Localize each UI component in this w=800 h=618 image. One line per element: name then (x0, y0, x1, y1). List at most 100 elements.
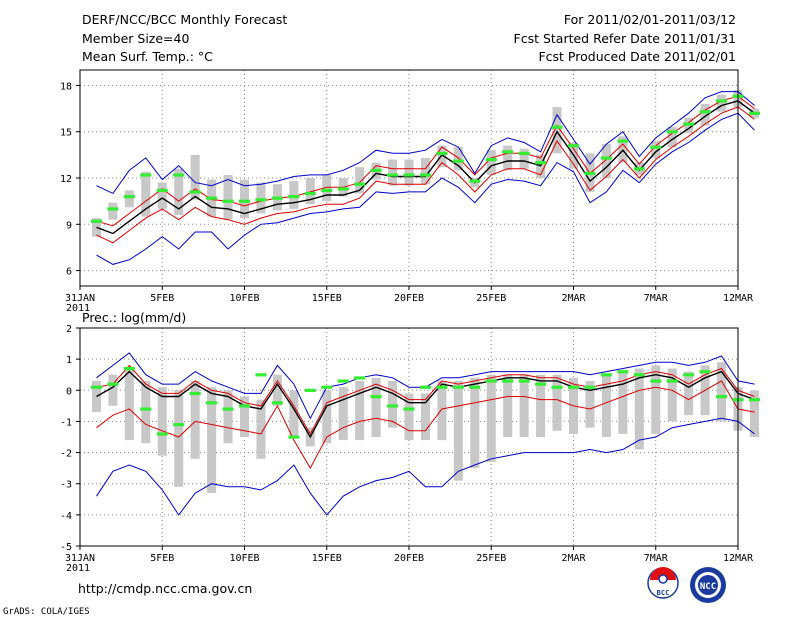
median-marker (567, 144, 580, 148)
x-tick-label: 20FEB (394, 553, 424, 564)
spread-box (667, 368, 677, 422)
spread-box (388, 159, 398, 186)
spread-box (124, 368, 134, 441)
spread-box (157, 387, 167, 456)
median-marker (502, 379, 514, 383)
spread-box (239, 179, 250, 219)
spread-box (437, 145, 447, 168)
median-marker (288, 435, 300, 439)
median-marker (699, 110, 711, 114)
spread-box (338, 387, 348, 441)
series-max-line (96, 91, 755, 195)
series-min-line (96, 417, 755, 516)
median-marker (321, 385, 333, 389)
spread-box (651, 140, 661, 158)
median-marker (551, 385, 563, 389)
median-marker (485, 157, 497, 162)
spread-box (700, 103, 710, 126)
spread-box (453, 380, 463, 481)
spread-box (486, 374, 496, 462)
spread-box (601, 374, 611, 437)
ncc-logo-text: NCC (700, 582, 716, 592)
spread-box (157, 182, 167, 209)
spread-box (174, 390, 184, 487)
median-marker (535, 382, 547, 386)
median-marker (189, 190, 201, 194)
median-marker (370, 395, 382, 399)
series-mean-line (96, 370, 755, 439)
spread-box (519, 374, 529, 437)
spread-box (272, 374, 282, 406)
x-tick-label-year: 2011 (66, 563, 90, 574)
y-tick-label: 18 (60, 81, 72, 92)
spread-box (91, 218, 101, 237)
median-marker (518, 151, 530, 156)
spread-box (223, 174, 233, 220)
source-url[interactable]: http://cmdp.ncc.cma.gov.cn (78, 581, 252, 596)
x-tick-label: 7MAR (644, 553, 669, 564)
spread-box (552, 107, 562, 154)
median-marker (617, 139, 629, 143)
median-marker (469, 385, 481, 389)
y-tick-label: 12 (60, 174, 72, 185)
x-tick-label: 25FEB (476, 553, 506, 564)
spread-box (141, 171, 151, 217)
spread-box (470, 377, 480, 469)
series-lower-std-line (96, 106, 755, 244)
median-marker (403, 407, 415, 411)
x-tick-label: 12MAR (723, 553, 754, 564)
y-tick-label: -5 (60, 542, 72, 553)
series-lower-std-line (96, 380, 755, 470)
forecast-period: For 2011/02/01-2011/03/12 (564, 12, 736, 27)
median-marker (123, 366, 135, 371)
x-tick-label: 31JAN (65, 293, 95, 304)
x-tick-label: 5FEB (150, 293, 174, 304)
median-marker (156, 188, 168, 193)
median-marker (173, 423, 185, 427)
median-marker (206, 196, 218, 200)
spread-box (634, 368, 644, 450)
spread-box (420, 393, 430, 441)
median-marker (666, 379, 678, 383)
median-marker (633, 373, 645, 377)
median-marker (354, 376, 366, 380)
median-marker (90, 385, 102, 389)
median-marker (683, 122, 695, 126)
x-tick-label: 7MAR (644, 293, 669, 304)
median-marker (304, 191, 316, 196)
spread-box (108, 202, 118, 220)
spread-box (174, 168, 184, 216)
spread-box (585, 380, 595, 428)
median-marker (140, 173, 152, 177)
x-tick-label-year: 2011 (66, 303, 90, 314)
figure-title: DERF/NCC/BCC Monthly Forecast (82, 12, 287, 27)
spread-box (437, 380, 447, 441)
median-marker (238, 199, 251, 203)
median-marker (617, 370, 629, 374)
y-tick-label: -4 (60, 511, 72, 522)
spread-box (190, 154, 200, 200)
median-marker (419, 385, 431, 389)
x-tick-label: 5FEB (150, 553, 174, 564)
median-marker (535, 161, 547, 165)
spread-box (322, 390, 332, 444)
spread-box (289, 181, 299, 209)
median-marker (452, 385, 464, 389)
spread-box (190, 380, 200, 459)
series-min-line (96, 112, 755, 265)
median-marker (419, 173, 431, 177)
median-marker (222, 199, 234, 203)
spread-box (371, 377, 381, 437)
spread-box (667, 127, 677, 148)
median-marker (650, 145, 662, 149)
median-marker (567, 385, 580, 389)
median-marker (156, 432, 168, 436)
median-marker (551, 125, 563, 129)
x-tick-label: 10FEB (229, 293, 259, 304)
median-marker (436, 151, 448, 156)
spread-box (108, 374, 118, 406)
median-marker (748, 398, 760, 402)
spread-box (207, 387, 217, 494)
median-marker (107, 207, 119, 211)
